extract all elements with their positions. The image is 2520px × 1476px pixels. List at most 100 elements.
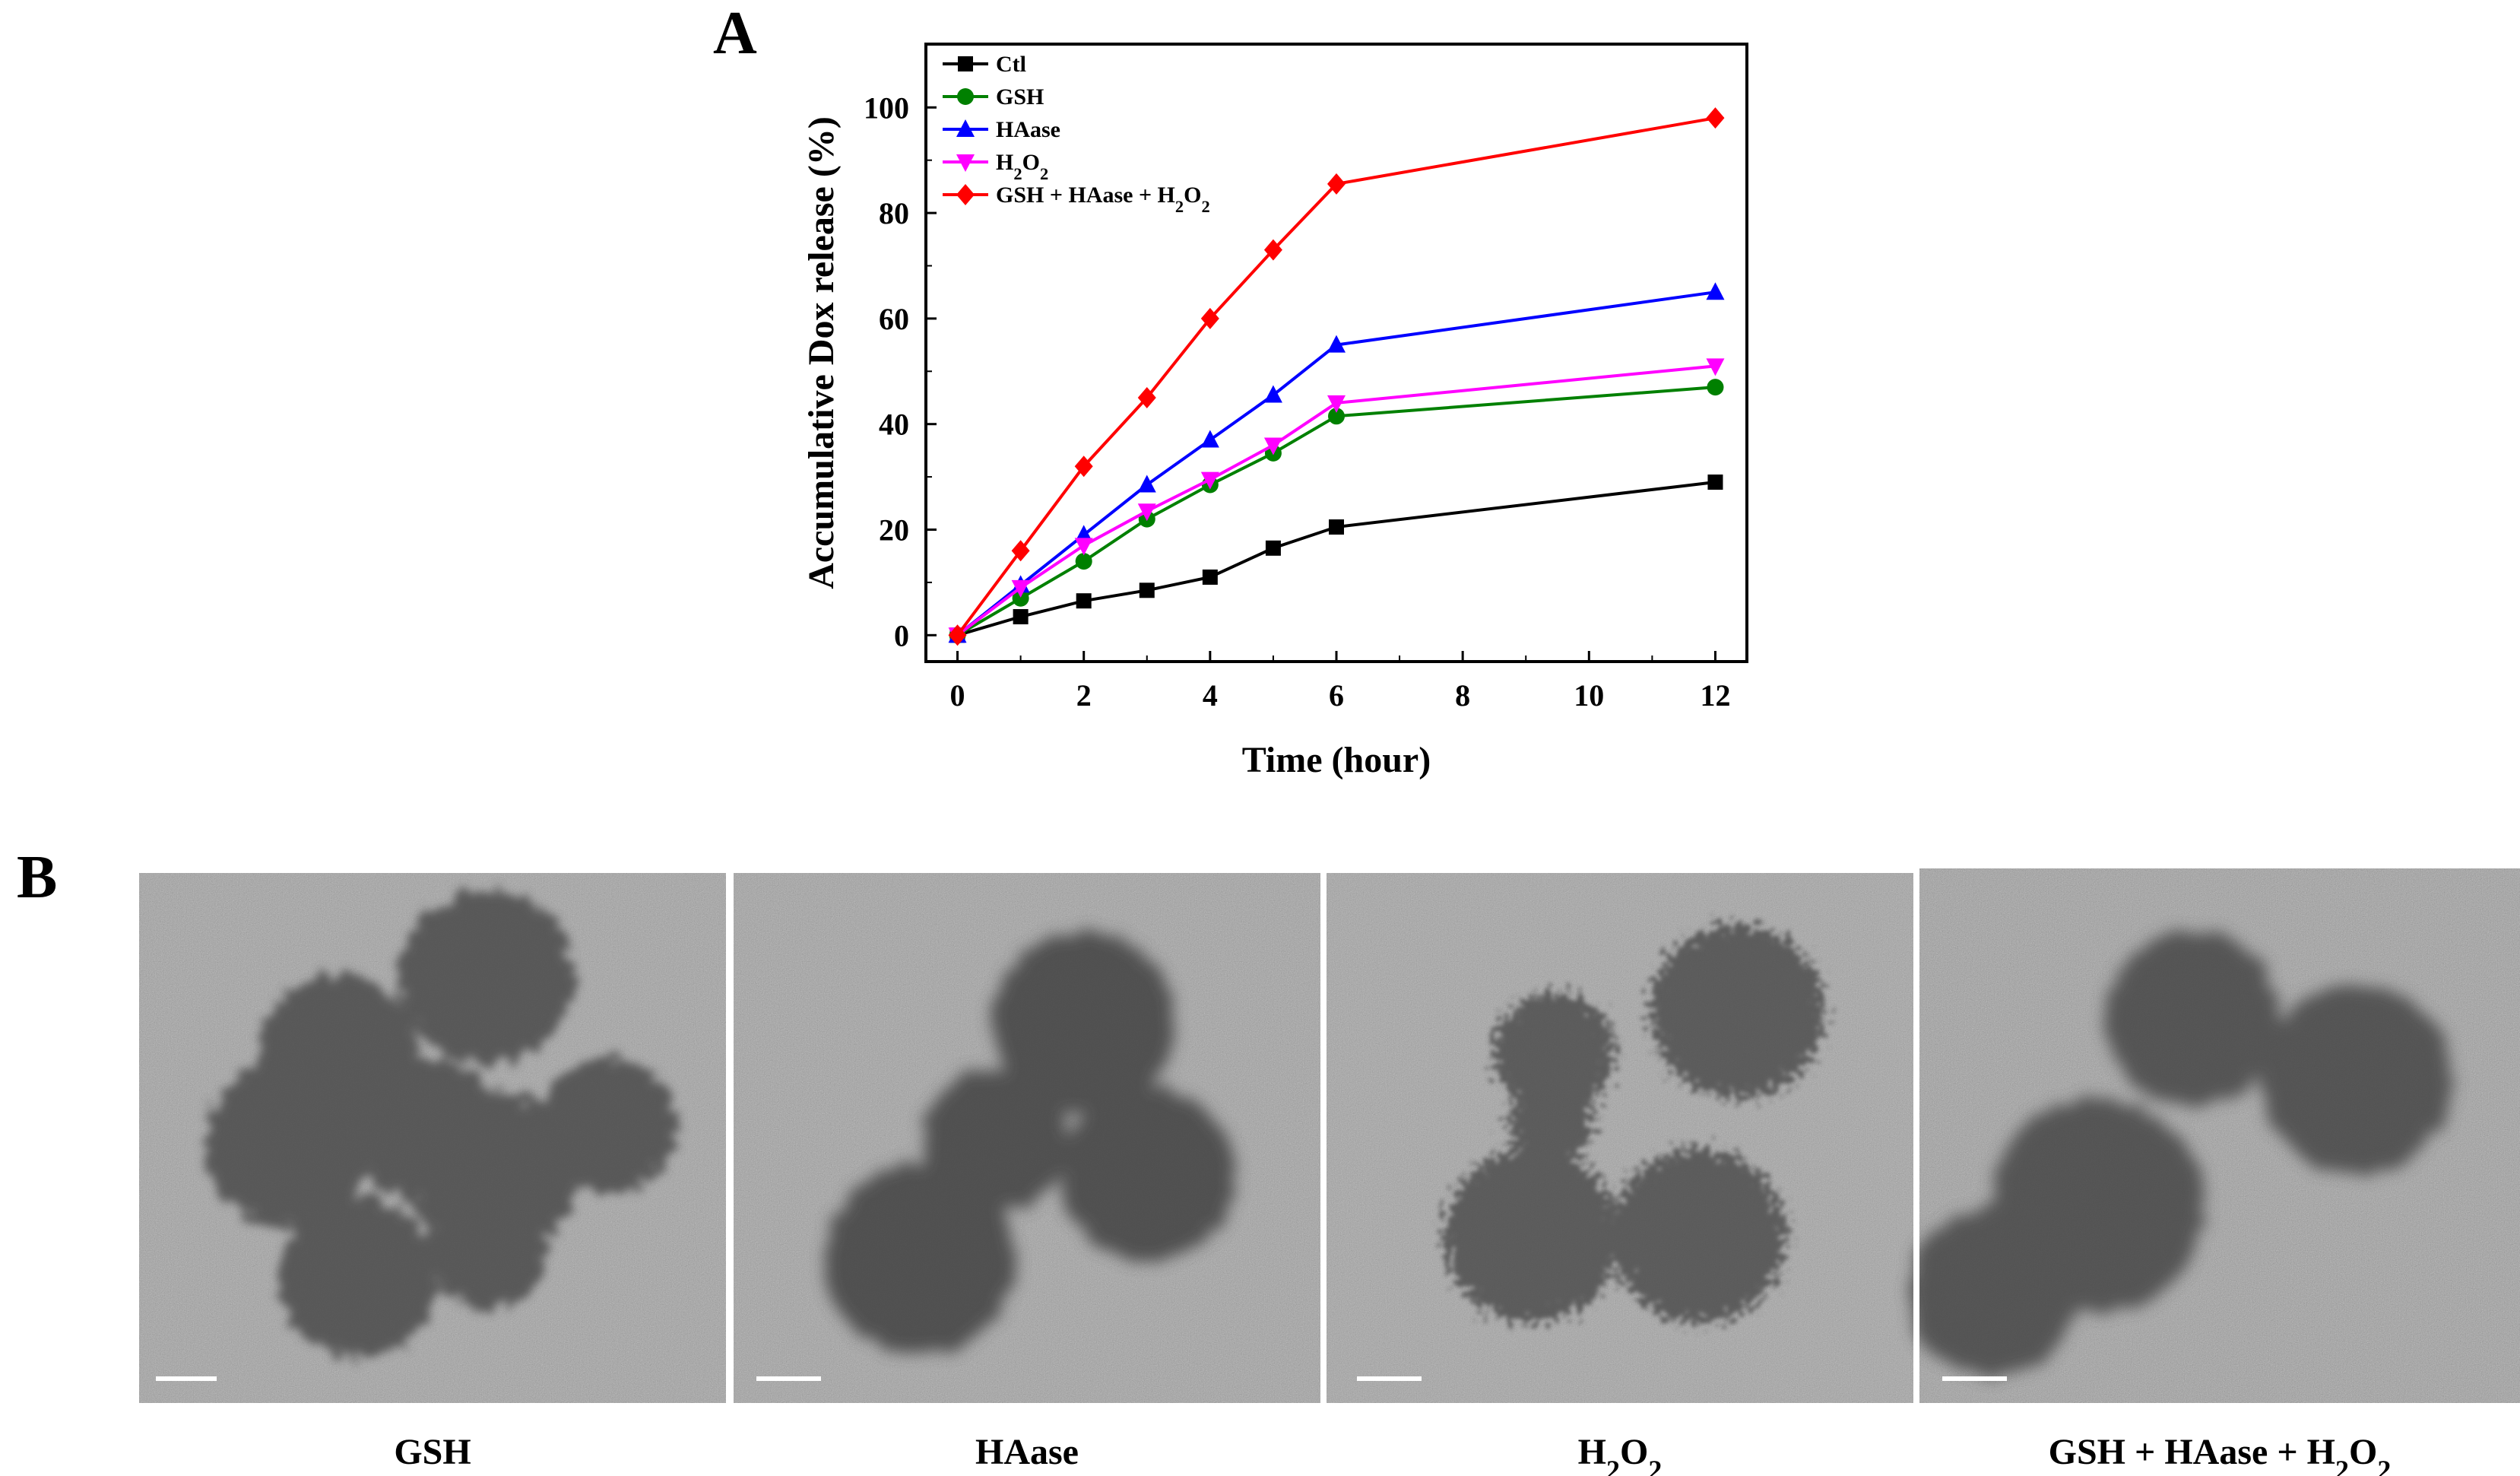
y-tick-label: 0	[894, 618, 909, 652]
scale-bar	[1357, 1376, 1422, 1381]
data-point	[1139, 582, 1155, 598]
image-divider	[726, 868, 734, 1403]
image-divider	[1913, 868, 1919, 1403]
panel-label-a: A	[713, 0, 757, 67]
tem-captions: GSH HAase H2O2 GSH + HAase + H2O2	[394, 1432, 2391, 1476]
legend-entry-3: H2O2	[996, 150, 1048, 183]
legend-entry-1: GSH	[996, 84, 1044, 110]
legend-entry-2-part: HAase	[996, 117, 1060, 142]
legend-marker	[956, 184, 975, 205]
data-point	[1263, 385, 1282, 403]
data-point	[1137, 475, 1156, 493]
data-point	[1706, 107, 1725, 129]
data-point	[1327, 335, 1346, 353]
tem-caption-3: GSH + HAase + H2O2	[2049, 1432, 2392, 1476]
data-point	[1011, 540, 1030, 562]
image-divider	[1320, 868, 1327, 1403]
x-tick-label: 10	[1574, 678, 1604, 713]
y-tick-label: 100	[864, 90, 909, 125]
data-point	[1200, 307, 1219, 329]
tem-caption-3-part: GSH + HAase + H	[2049, 1432, 2335, 1472]
legend-entry-3-part: 2	[1013, 164, 1022, 183]
tem-caption-1-part: HAase	[975, 1432, 1079, 1472]
y-tick-label: 60	[879, 302, 909, 336]
x-axis-title: Time (hour)	[1242, 740, 1431, 780]
legend-marker	[956, 154, 975, 172]
legend-entry-3-part: 2	[1040, 164, 1048, 183]
y-axis: 0 20 40 60 80 100	[864, 90, 937, 652]
y-tick-label: 20	[879, 513, 909, 547]
tem-image-h2o2	[1327, 873, 1913, 1403]
series-4	[948, 107, 1725, 646]
data-point	[1707, 475, 1723, 490]
data-point	[1011, 579, 1030, 598]
tem-caption-3-part: 2	[2335, 1455, 2349, 1476]
data-point	[1013, 609, 1029, 625]
tem-image-haase	[734, 873, 1320, 1403]
tem-caption-1: HAase	[975, 1432, 1079, 1472]
data-point	[1012, 589, 1029, 607]
tem-image-row	[139, 868, 2520, 1403]
data-point	[1137, 386, 1156, 408]
legend-entry-0: Ctl	[996, 52, 1026, 77]
legend-entry-4-part: GSH + HAase + H	[996, 183, 1175, 208]
y-tick-label: 40	[879, 408, 909, 442]
series-2	[948, 282, 1725, 643]
data-point	[1074, 455, 1093, 478]
tem-caption-2-part: H	[1578, 1432, 1606, 1472]
panel-label-b: B	[17, 844, 57, 911]
data-point	[1263, 437, 1282, 455]
x-axis: 0 2 4 6 8 10 12	[950, 651, 1730, 713]
tem-caption-0-part: GSH	[394, 1432, 471, 1472]
legend-entry-2: HAase	[996, 117, 1060, 142]
tem-caption-2-part: 2	[1606, 1455, 1620, 1476]
legend-entry-1-part: GSH	[996, 84, 1044, 110]
legend-entry-4-part: 2	[1201, 197, 1209, 216]
tem-image-combined	[1908, 868, 2520, 1403]
data-point	[1074, 538, 1093, 556]
legend-entry-3-part: O	[1022, 150, 1040, 175]
data-point	[1075, 553, 1092, 570]
y-tick-label: 80	[879, 196, 909, 230]
data-point	[1706, 358, 1725, 376]
data-point	[1707, 379, 1724, 396]
x-tick-label: 8	[1455, 678, 1470, 713]
tem-caption-2: H2O2	[1578, 1432, 1663, 1476]
data-point	[1202, 569, 1218, 585]
x-tick-label: 2	[1076, 678, 1092, 713]
series-line	[956, 386, 1716, 637]
x-tick-label: 4	[1203, 678, 1218, 713]
legend-entry-3-part: H	[996, 150, 1013, 175]
tem-caption-3-part: 2	[2377, 1455, 2391, 1476]
data-point	[1263, 239, 1282, 261]
x-tick-label: 6	[1329, 678, 1344, 713]
y-axis-title: Accumulative Dox release (%)	[801, 116, 842, 589]
series-line	[956, 364, 1716, 636]
data-point	[1706, 282, 1725, 300]
legend-entry-4-part: O	[1184, 183, 1201, 208]
legend-entry-4: GSH + HAase + H2O2	[996, 183, 1210, 216]
tem-caption-2-part: O	[1620, 1432, 1648, 1472]
data-point	[1329, 519, 1344, 535]
data-point	[1328, 408, 1345, 425]
data-point	[1200, 471, 1219, 490]
data-point	[1076, 593, 1092, 609]
tem-caption-0: GSH	[394, 1432, 471, 1472]
tem-image-gsh	[139, 873, 726, 1403]
data-point	[1200, 430, 1219, 448]
series-3	[948, 358, 1725, 646]
series-line	[956, 116, 1716, 636]
scale-bar	[1942, 1376, 2007, 1381]
legend-entry-4-part: 2	[1175, 197, 1184, 216]
x-tick-label: 0	[950, 678, 965, 713]
data-point	[1265, 540, 1281, 556]
tem-caption-2-part: 2	[1648, 1455, 1662, 1476]
data-point	[948, 624, 967, 646]
series-layer	[948, 107, 1725, 646]
legend-marker	[958, 56, 973, 71]
series-1	[949, 379, 1724, 644]
series-line	[956, 290, 1716, 636]
